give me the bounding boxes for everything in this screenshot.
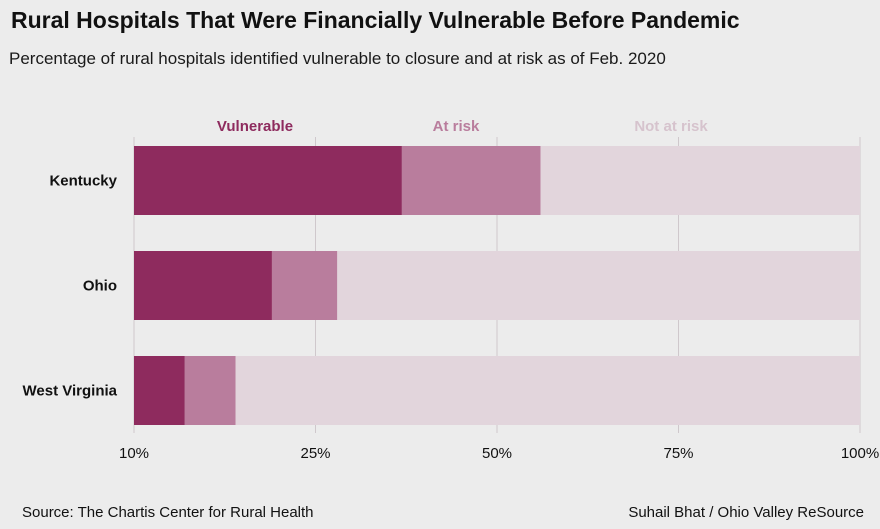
stacked-bar-chart: Kentucky Ohio West Virginia 10% 25% 50% 75% 100…	[23, 118, 880, 462]
bar-kentucky-not-at-risk	[540, 146, 860, 215]
chart-title: Rural Hospitals That Were Financially Vu…	[11, 7, 740, 33]
category-label: Kentucky	[49, 173, 117, 190]
credit-note: Suhail Bhat / Ohio Valley ReSource	[628, 504, 864, 521]
legend-label: At risk	[433, 118, 480, 135]
category-label: Ohio	[83, 278, 117, 295]
bar-kentucky-at-risk	[401, 146, 541, 215]
x-tick-label: 100%	[841, 445, 879, 462]
x-tick-label: 50%	[482, 445, 512, 462]
legend-label: Vulnerable	[217, 118, 293, 135]
x-tick-label: 25%	[300, 445, 330, 462]
source-note: Source: The Chartis Center for Rural Hea…	[22, 504, 314, 521]
bar-ohio-at-risk	[271, 251, 338, 320]
bar-kentucky-vulnerable	[134, 146, 402, 215]
legend-label: Not at risk	[634, 118, 708, 135]
chart-subtitle: Percentage of rural hospitals identified…	[9, 49, 666, 68]
category-label: West Virginia	[23, 383, 118, 400]
bar-west-virginia-vulnerable	[134, 356, 185, 425]
bar-ohio-not-at-risk	[337, 251, 860, 320]
x-tick-label: 75%	[663, 445, 693, 462]
x-tick-label: 10%	[119, 445, 149, 462]
bar-west-virginia-at-risk	[184, 356, 236, 425]
bar-west-virginia-not-at-risk	[235, 356, 860, 425]
bar-ohio-vulnerable	[134, 251, 272, 320]
